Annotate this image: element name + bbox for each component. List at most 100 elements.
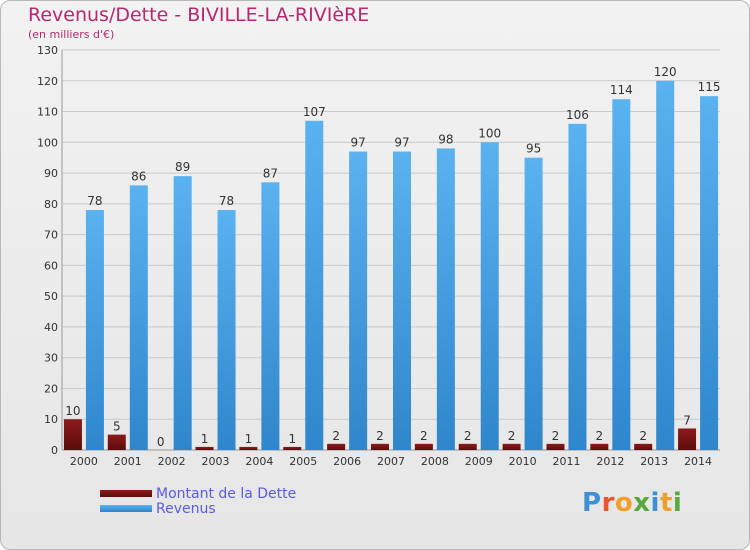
bar-revenus-2001 xyxy=(129,185,148,450)
data-label-dette: 2 xyxy=(332,429,340,443)
data-label-revenus: 97 xyxy=(394,136,409,150)
y-tick-label: 20 xyxy=(44,382,58,395)
data-label-dette: 1 xyxy=(288,432,296,446)
data-label-revenus: 98 xyxy=(438,132,453,146)
bar-revenus-2003 xyxy=(217,210,236,450)
bar-dette-2011 xyxy=(546,443,565,450)
legend-swatch-dette xyxy=(100,490,152,497)
legend-item-revenus: Revenus xyxy=(100,500,296,517)
bar-revenus-2010 xyxy=(524,157,543,450)
y-tick-label: 30 xyxy=(44,352,58,365)
y-tick-label: 130 xyxy=(37,44,58,57)
bar-revenus-2000 xyxy=(85,210,104,450)
bar-revenus-2006 xyxy=(349,151,368,451)
data-label-revenus: 78 xyxy=(87,194,102,208)
bars xyxy=(63,80,719,451)
y-tick-label: 10 xyxy=(44,413,58,426)
legend-label-dette: Montant de la Dette xyxy=(156,485,297,502)
bar-revenus-2005 xyxy=(305,120,324,451)
data-label-revenus: 115 xyxy=(698,80,721,94)
data-label-dette: 0 xyxy=(157,435,165,449)
y-tick-label: 40 xyxy=(44,321,58,334)
data-labels: 1078586089178187110729729729821002952106… xyxy=(65,65,720,449)
y-tick-label: 100 xyxy=(37,136,58,149)
data-label-revenus: 120 xyxy=(654,65,677,79)
data-label-revenus: 89 xyxy=(175,160,190,174)
data-label-dette: 5 xyxy=(113,420,121,434)
data-label-dette: 2 xyxy=(508,429,516,443)
bar-revenus-2012 xyxy=(612,99,631,450)
bar-dette-2007 xyxy=(371,443,389,450)
data-label-dette: 1 xyxy=(201,432,209,446)
proxiti-logo: Proxiti xyxy=(582,488,682,518)
data-label-revenus: 114 xyxy=(610,83,633,97)
logo-letter: i xyxy=(672,488,683,518)
bar-dette-2005 xyxy=(283,446,302,450)
bar-dette-2009 xyxy=(458,443,477,450)
bar-dette-2010 xyxy=(502,443,521,450)
gridlines xyxy=(61,49,720,451)
x-tick-label: 2011 xyxy=(552,455,580,468)
legend-label-revenus: Revenus xyxy=(156,500,216,517)
bar-revenus-2014 xyxy=(700,96,719,451)
legend: Montant de la Dette Revenus xyxy=(100,485,297,517)
bar-revenus-2008 xyxy=(436,148,455,450)
bar-dette-2004 xyxy=(239,446,258,450)
data-label-dette: 2 xyxy=(376,429,384,443)
chart-title: Revenus/Dette - BIVILLE-LA-RIVIèRE xyxy=(28,4,370,26)
logo-letter: t xyxy=(659,488,673,518)
data-label-dette: 2 xyxy=(552,429,560,443)
x-tick-label: 2004 xyxy=(245,455,273,468)
data-label-revenus: 107 xyxy=(303,105,326,119)
bar-dette-2008 xyxy=(414,443,433,450)
data-label-dette: 2 xyxy=(596,429,604,443)
y-tick-label: 70 xyxy=(44,229,58,242)
bar-revenus-2004 xyxy=(261,182,280,451)
chart-subtitle: (en milliers d'€) xyxy=(28,28,115,41)
x-tick-label: 2000 xyxy=(70,455,98,468)
x-tick-label: 2014 xyxy=(684,455,712,468)
x-tick-label: 2003 xyxy=(202,455,230,468)
x-tick-label: 2010 xyxy=(509,455,537,468)
data-label-revenus: 100 xyxy=(478,126,501,140)
x-tick-label: 2008 xyxy=(421,455,449,468)
bar-dette-2001 xyxy=(107,434,126,450)
x-tick-label: 2001 xyxy=(114,455,142,468)
bar-dette-2006 xyxy=(327,443,346,450)
logo-letter: x xyxy=(633,488,651,518)
y-tick-label: 90 xyxy=(44,167,58,180)
legend-item-dette: Montant de la Dette xyxy=(100,485,297,502)
x-tick-label: 2012 xyxy=(596,455,624,468)
data-label-revenus: 86 xyxy=(131,169,146,183)
logo-letter: P xyxy=(582,488,602,518)
y-axis-ticks: 0 10 20 30 40 50 60 70 80 90 100 110 120 130 xyxy=(37,44,58,457)
bar-dette-2003 xyxy=(195,446,214,450)
bar-revenus-2009 xyxy=(480,142,499,451)
data-label-dette: 2 xyxy=(639,429,647,443)
bar-revenus-2007 xyxy=(393,151,411,451)
data-label-revenus: 106 xyxy=(566,108,589,122)
bar-revenus-2013 xyxy=(656,80,675,451)
bar-revenus-2011 xyxy=(568,123,587,450)
y-tick-label: 0 xyxy=(51,444,58,457)
data-label-dette: 2 xyxy=(464,429,472,443)
y-tick-label: 120 xyxy=(37,75,58,88)
data-label-revenus: 87 xyxy=(263,166,278,180)
x-tick-label: 2005 xyxy=(289,455,317,468)
data-label-revenus: 95 xyxy=(526,142,541,156)
bar-dette-2000 xyxy=(63,419,82,450)
bar-revenus-2002 xyxy=(173,176,192,450)
bar-dette-2013 xyxy=(634,443,653,450)
x-tick-label: 2007 xyxy=(377,455,405,468)
x-tick-label: 2006 xyxy=(333,455,361,468)
logo-letter: r xyxy=(601,488,615,518)
logo-letter: i xyxy=(650,488,660,518)
x-tick-label: 2013 xyxy=(640,455,668,468)
data-label-dette: 2 xyxy=(420,429,428,443)
data-label-dette: 7 xyxy=(683,413,691,427)
data-label-revenus: 97 xyxy=(350,136,365,150)
bar-dette-2012 xyxy=(590,443,609,450)
y-tick-label: 50 xyxy=(44,290,58,303)
logo-letter: o xyxy=(614,488,634,518)
